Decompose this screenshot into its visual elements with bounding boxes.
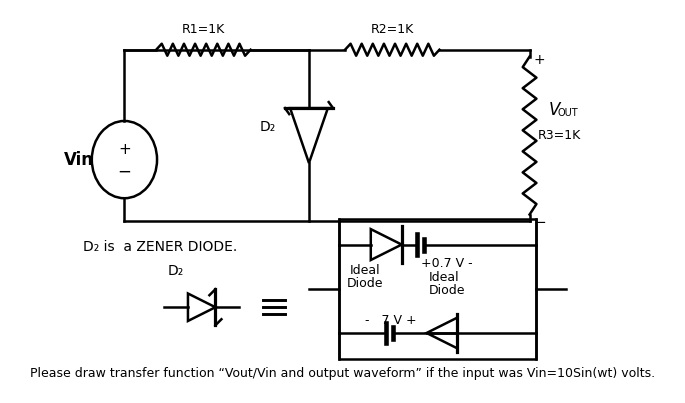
Text: +: + (534, 53, 545, 67)
Bar (339, 219, 536, 359)
Text: Diode: Diode (429, 284, 466, 297)
Text: R3=1K: R3=1K (538, 129, 582, 142)
Text: −: − (118, 163, 132, 181)
Text: R1=1K: R1=1K (182, 23, 225, 36)
Text: D₂: D₂ (168, 264, 184, 278)
Text: Please draw transfer function “Vout/Vin and output waveform” if the input was Vi: Please draw transfer function “Vout/Vin … (30, 367, 655, 380)
Text: -   7 V +: - 7 V + (365, 314, 416, 326)
Text: +: + (118, 142, 131, 157)
Text: V: V (549, 101, 560, 119)
Text: OUT: OUT (558, 108, 579, 118)
Text: R2=1K: R2=1K (371, 23, 414, 36)
Text: D₂ is  a ZENER DIODE.: D₂ is a ZENER DIODE. (84, 240, 238, 254)
Text: D₂: D₂ (260, 120, 276, 134)
Text: Ideal: Ideal (429, 271, 460, 284)
Text: Ideal: Ideal (349, 264, 380, 277)
Text: Vin: Vin (64, 151, 95, 168)
Text: +0.7 V -: +0.7 V - (421, 257, 472, 270)
Text: Diode: Diode (347, 277, 383, 290)
Text: −: − (534, 214, 547, 230)
